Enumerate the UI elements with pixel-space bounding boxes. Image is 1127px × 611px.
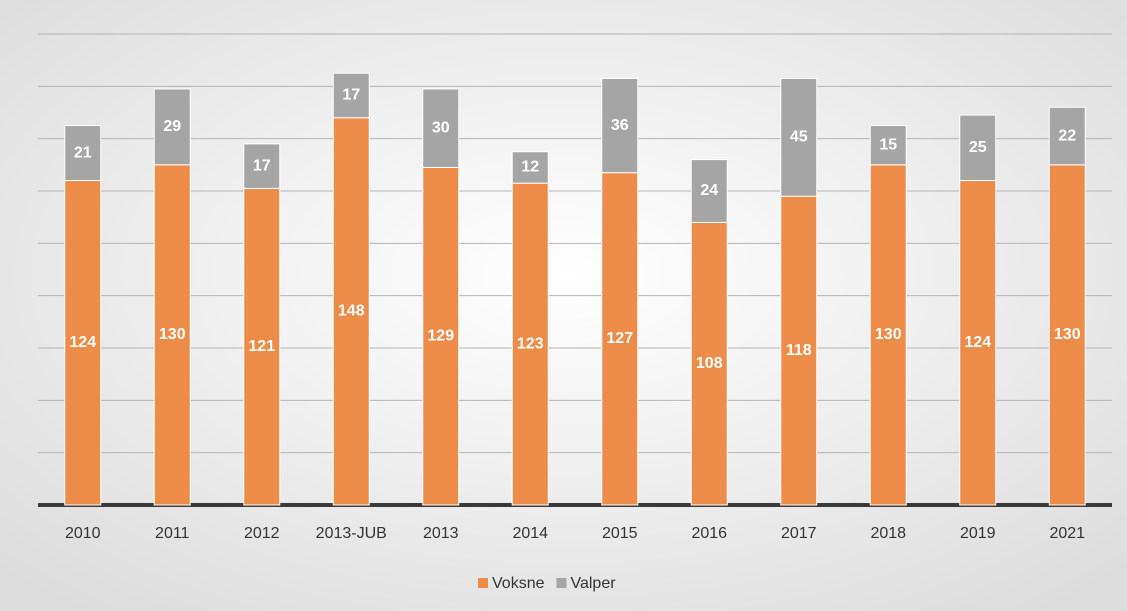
bar-segment bbox=[153, 164, 191, 506]
x-tick-label: 2012 bbox=[244, 525, 280, 542]
x-tick-label: 2013 bbox=[423, 525, 459, 542]
bar-segment bbox=[959, 180, 997, 506]
legend-swatch bbox=[478, 578, 488, 588]
data-label: 17 bbox=[342, 87, 360, 104]
bar-segment bbox=[422, 88, 460, 168]
data-label: 124 bbox=[964, 334, 991, 351]
bar-segment bbox=[601, 77, 639, 174]
x-tick-label: 2015 bbox=[602, 525, 638, 542]
data-label: 15 bbox=[879, 136, 897, 153]
bar-segment bbox=[959, 114, 997, 182]
data-label: 123 bbox=[517, 335, 544, 352]
x-tick-label: 2018 bbox=[870, 525, 906, 542]
x-tick-label: 2016 bbox=[691, 525, 727, 542]
bar-segment bbox=[332, 117, 370, 506]
data-label: 25 bbox=[969, 139, 987, 156]
data-label: 124 bbox=[69, 334, 96, 351]
bar-segment bbox=[511, 151, 549, 184]
bar-segment bbox=[243, 187, 281, 506]
x-tick-label: 2019 bbox=[960, 525, 996, 542]
data-label: 129 bbox=[427, 327, 454, 344]
data-label: 29 bbox=[163, 118, 181, 135]
bar-segment bbox=[869, 125, 907, 166]
data-label: 12 bbox=[521, 159, 539, 176]
bar-segment bbox=[64, 125, 102, 182]
data-label: 36 bbox=[611, 117, 629, 134]
bar-segment bbox=[1048, 106, 1086, 166]
bar-segment bbox=[422, 166, 460, 506]
x-tick-label: 2021 bbox=[1049, 525, 1085, 542]
x-tick-label: 2010 bbox=[65, 525, 101, 542]
legend-label: Voksne bbox=[492, 575, 545, 592]
bar-segment bbox=[1048, 164, 1086, 506]
bar-segment bbox=[601, 172, 639, 506]
x-tick-label: 2014 bbox=[512, 525, 548, 542]
bar-segment bbox=[153, 88, 191, 166]
legend-label: Valper bbox=[570, 575, 616, 592]
bar-segment bbox=[64, 180, 102, 506]
bar-segment bbox=[690, 221, 728, 506]
data-label: 127 bbox=[606, 330, 633, 347]
legend-swatch bbox=[556, 578, 567, 588]
data-label: 22 bbox=[1058, 127, 1076, 144]
bar-segment bbox=[243, 143, 281, 189]
data-label: 130 bbox=[875, 326, 902, 343]
data-label: 130 bbox=[1054, 326, 1081, 343]
data-label: 108 bbox=[696, 355, 723, 372]
data-label: 21 bbox=[74, 144, 92, 161]
data-label: 148 bbox=[338, 303, 365, 320]
data-label: 30 bbox=[432, 119, 450, 136]
data-label: 118 bbox=[786, 342, 812, 359]
bar-segment bbox=[780, 77, 818, 197]
x-tick-label: 2011 bbox=[155, 525, 190, 542]
bar-segment bbox=[332, 72, 370, 119]
data-label: 121 bbox=[248, 338, 275, 355]
bar-segment bbox=[780, 195, 818, 506]
data-label: 24 bbox=[700, 182, 718, 199]
data-label: 17 bbox=[253, 157, 271, 174]
x-tick-label: 2017 bbox=[781, 525, 817, 542]
data-label: 130 bbox=[159, 326, 186, 343]
x-tick-label: 2013-JUB bbox=[316, 525, 387, 542]
data-label: 45 bbox=[790, 129, 808, 146]
bar-segment bbox=[690, 159, 728, 223]
